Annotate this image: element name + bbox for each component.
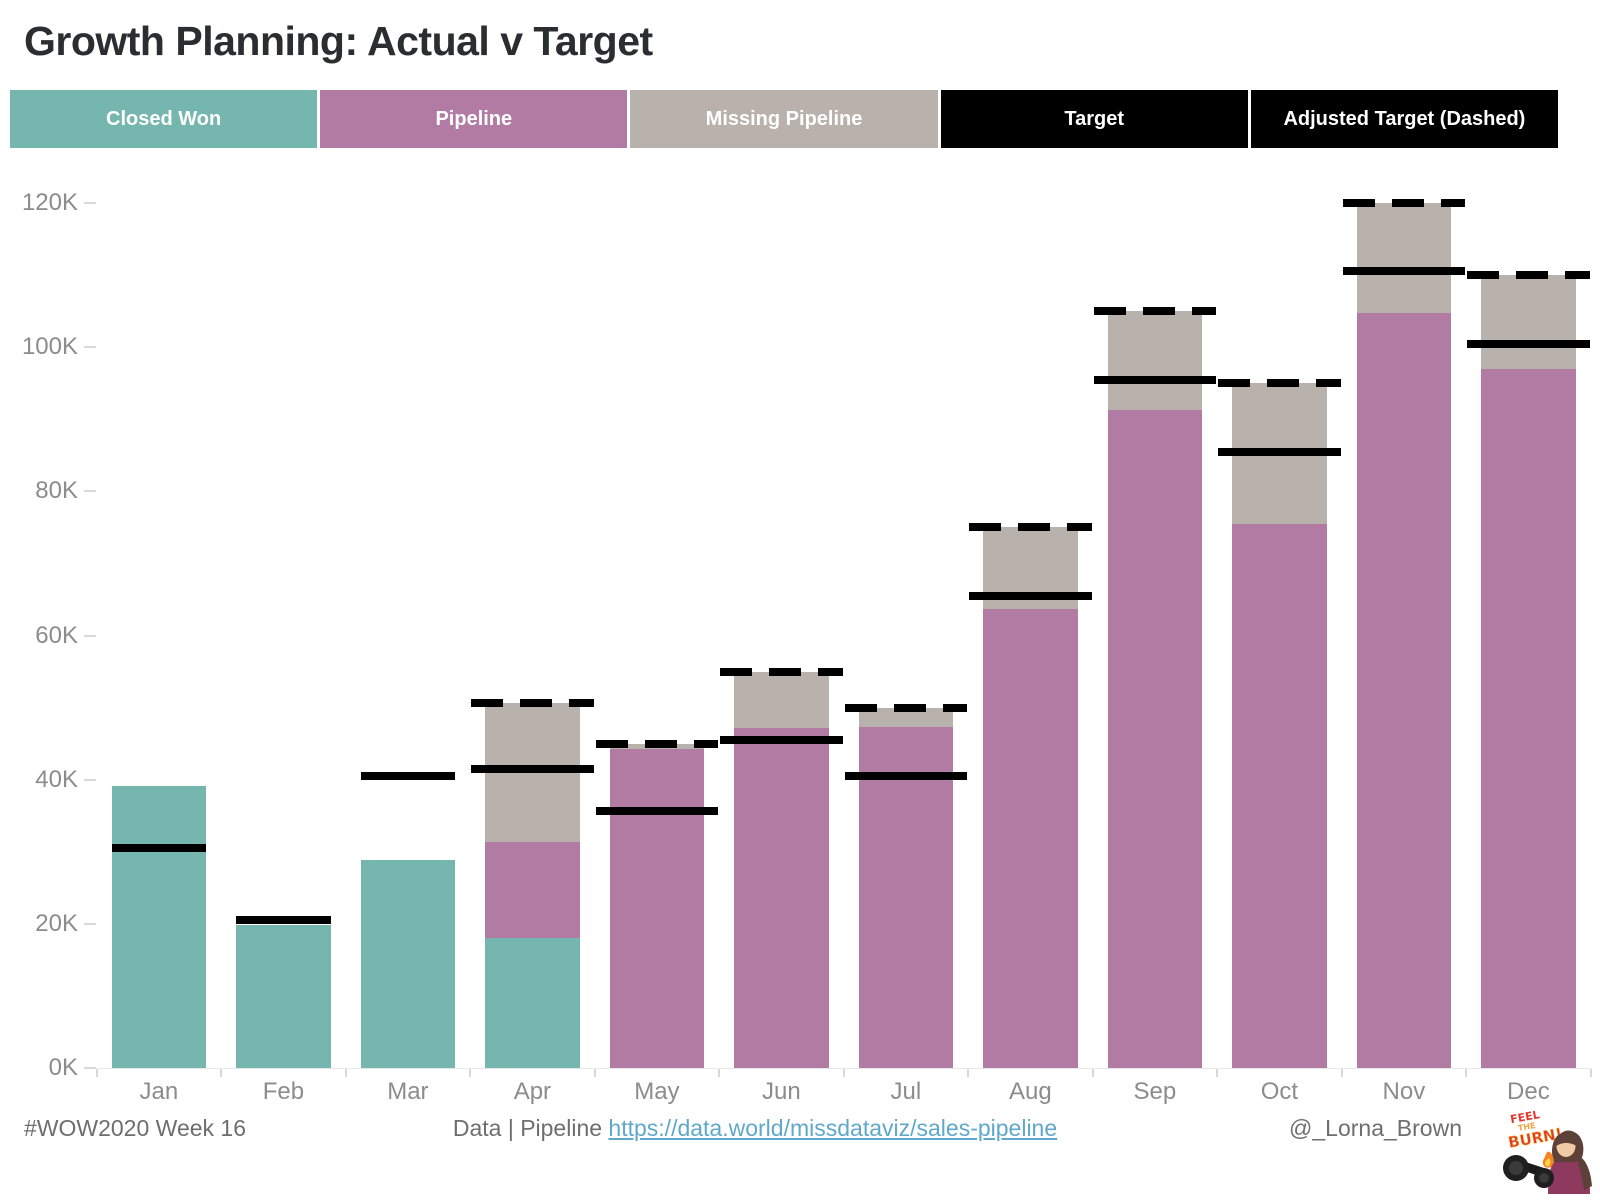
x-axis-tick — [1589, 1069, 1592, 1077]
bar-pipeline-nov[interactable] — [1356, 312, 1452, 1068]
footer-hashtag: #WOW2020 Week 16 — [24, 1115, 247, 1141]
legend: Closed Won Pipeline Missing Pipeline Target… — [10, 90, 1559, 148]
y-axis-tick-label: 120K — [21, 189, 78, 216]
x-axis-label-jun: Jun — [762, 1078, 801, 1105]
x-axis-tick — [469, 1069, 472, 1077]
target-line-jul[interactable] — [844, 772, 968, 781]
legend-item-adjusted-target-dashed[interactable]: Adjusted Target (Dashed) — [1250, 90, 1559, 148]
target-line-jan[interactable] — [111, 844, 207, 853]
bar-missing-pipeline-jun[interactable] — [734, 671, 829, 728]
bar-pipeline-dec[interactable] — [1481, 368, 1576, 1068]
y-axis-tick — [84, 490, 96, 493]
x-axis-label-may: May — [634, 1078, 680, 1105]
x-axis-label-mar: Mar — [387, 1078, 429, 1105]
x-axis-tick — [1340, 1069, 1343, 1077]
y-axis-tick — [84, 922, 96, 925]
y-axis-tick — [84, 202, 96, 204]
footer-source-label: Data | Pipeline — [452, 1115, 609, 1141]
x-axis-tick — [593, 1069, 596, 1077]
x-axis-tick — [718, 1069, 721, 1077]
legend-item-pipeline[interactable]: Pipeline — [320, 90, 628, 148]
x-axis-label-nov: Nov — [1382, 1078, 1426, 1105]
adjusted-target-line-jul[interactable] — [844, 703, 968, 712]
y-axis-tick-label: 60K — [35, 621, 78, 649]
bar-pipeline-aug[interactable] — [983, 608, 1078, 1068]
legend-item-target[interactable]: Target — [940, 90, 1248, 148]
feel-the-burn-avatar: FEEL THE BURN! — [1498, 1108, 1594, 1194]
x-axis-label-dec: Dec — [1507, 1078, 1550, 1105]
bar-missing-pipeline-nov[interactable] — [1356, 203, 1452, 313]
y-axis-tick — [84, 634, 96, 637]
bar-pipeline-jul[interactable] — [858, 727, 954, 1068]
y-axis-tick-label: 20K — [35, 909, 78, 937]
y-axis-tick-label: 40K — [35, 765, 78, 793]
avatar-illustration: FEEL THE BURN! — [1503, 1108, 1592, 1194]
legend-item-closed-won[interactable]: Closed Won — [10, 90, 318, 148]
y-axis-tick — [84, 1067, 96, 1069]
adjusted-target-line-oct[interactable] — [1218, 379, 1341, 388]
bar-pipeline-sep[interactable] — [1107, 409, 1203, 1068]
adjusted-target-line-apr[interactable] — [471, 698, 594, 707]
x-axis-tick — [1091, 1069, 1094, 1077]
target-line-nov[interactable] — [1342, 267, 1466, 276]
x-axis-tick — [220, 1069, 223, 1077]
legend-item-missing-pipeline[interactable]: Missing Pipeline — [630, 90, 938, 148]
x-axis-tick — [842, 1069, 845, 1077]
y-axis-tick — [84, 778, 96, 781]
bar-pipeline-may[interactable] — [609, 749, 705, 1068]
target-line-apr[interactable] — [471, 764, 594, 773]
x-axis-tick — [1216, 1069, 1219, 1077]
x-axis-line — [96, 1068, 1591, 1069]
x-axis-label-jul: Jul — [890, 1078, 922, 1105]
x-axis-tick — [1465, 1069, 1468, 1077]
bar-closed-won-feb[interactable] — [236, 925, 331, 1068]
adjusted-target-line-nov[interactable] — [1342, 199, 1466, 207]
bar-missing-pipeline-jul[interactable] — [858, 707, 954, 728]
x-axis-label-oct: Oct — [1260, 1078, 1299, 1105]
target-line-jun[interactable] — [720, 736, 843, 745]
target-line-dec[interactable] — [1467, 339, 1590, 348]
target-line-aug[interactable] — [969, 591, 1092, 600]
adjusted-target-line-aug[interactable] — [969, 523, 1092, 532]
y-axis-tick-label: 80K — [35, 477, 78, 505]
target-line-may[interactable] — [595, 807, 719, 816]
adjusted-target-line-may[interactable] — [595, 739, 719, 748]
x-axis-tick — [95, 1069, 98, 1077]
x-axis-label-feb: Feb — [262, 1078, 305, 1105]
bar-closed-won-jan[interactable] — [111, 786, 207, 1068]
x-axis-label-jan: Jan — [139, 1078, 179, 1105]
adjusted-target-line-jun[interactable] — [720, 667, 843, 676]
target-line-oct[interactable] — [1218, 447, 1341, 456]
y-axis-tick — [84, 346, 96, 349]
footer-twitter-handle: @_Lorna_Brown — [1289, 1115, 1462, 1141]
adjusted-target-line-dec[interactable] — [1467, 271, 1590, 280]
target-line-sep[interactable] — [1093, 375, 1217, 384]
x-axis-label-sep: Sep — [1133, 1078, 1177, 1105]
page-title: Growth Planning: Actual v Target — [24, 18, 653, 64]
bar-closed-won-apr[interactable] — [485, 938, 580, 1068]
bar-pipeline-oct[interactable] — [1232, 523, 1327, 1068]
target-line-mar[interactable] — [360, 772, 456, 781]
x-axis-tick — [344, 1069, 347, 1077]
data-source-link[interactable]: https://data.world/missdataviz/sales-pip… — [608, 1115, 1058, 1141]
target-line-feb[interactable] — [236, 916, 331, 925]
bar-missing-pipeline-sep[interactable] — [1107, 311, 1203, 410]
y-axis-tick-label: 0K — [48, 1054, 78, 1081]
bar-pipeline-apr[interactable] — [485, 842, 580, 939]
y-axis-tick-label: 100K — [21, 333, 78, 361]
bar-pipeline-jun[interactable] — [734, 727, 829, 1068]
svg-text:FEEL: FEEL — [1509, 1108, 1540, 1126]
svg-text:THE: THE — [1517, 1121, 1536, 1133]
x-axis-label-apr: Apr — [513, 1078, 552, 1105]
bar-missing-pipeline-dec[interactable] — [1481, 275, 1576, 369]
x-axis-tick — [967, 1069, 970, 1077]
x-axis-label-aug: Aug — [1009, 1078, 1052, 1105]
footer-source: Data | Pipeline https://data.world/missd… — [453, 1115, 1057, 1142]
bar-closed-won-mar[interactable] — [360, 859, 456, 1068]
adjusted-target-line-sep[interactable] — [1093, 307, 1217, 316]
